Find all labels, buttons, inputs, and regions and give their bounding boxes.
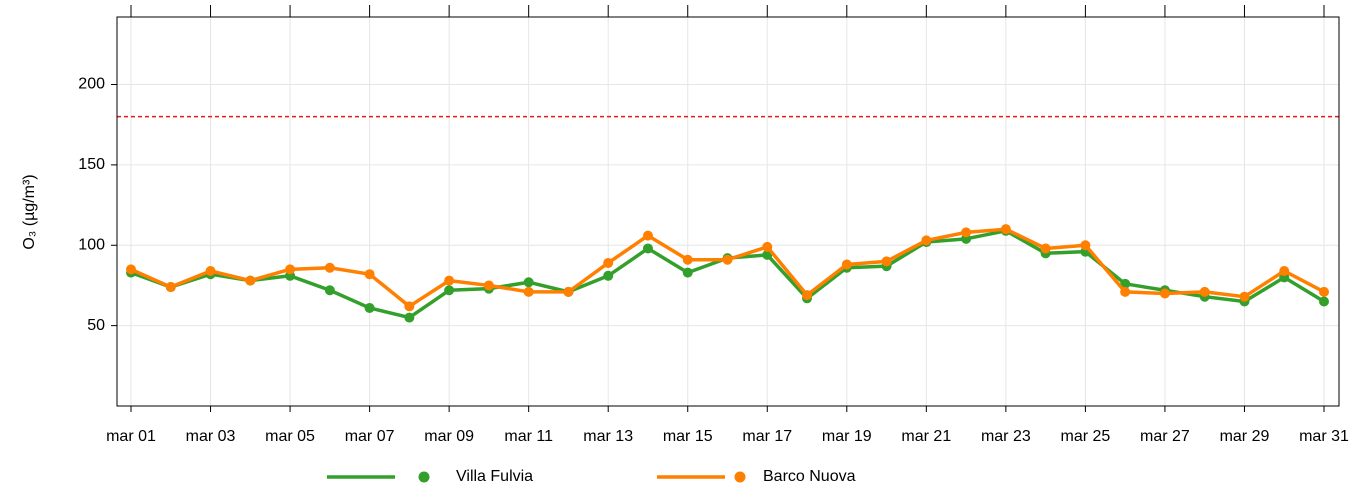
x-tick-label: mar 31	[1299, 428, 1349, 445]
data-point	[324, 262, 335, 273]
data-point	[245, 275, 256, 286]
data-point	[1120, 286, 1131, 297]
y-tick-label: 150	[78, 156, 105, 173]
data-point	[722, 254, 733, 265]
data-point	[603, 257, 614, 268]
data-point	[1199, 286, 1210, 297]
data-point	[205, 265, 216, 276]
data-point	[1040, 243, 1051, 254]
data-point	[1319, 296, 1329, 307]
data-point	[642, 230, 653, 241]
legend-label: Barco Nuova	[763, 468, 856, 485]
data-point	[841, 259, 852, 270]
data-point	[1159, 288, 1170, 299]
x-tick-label: mar 07	[345, 428, 395, 445]
data-point	[802, 290, 813, 301]
x-tick-label: mar 29	[1220, 428, 1270, 445]
data-point	[881, 256, 892, 267]
x-tick-label: mar 23	[981, 428, 1031, 445]
data-point	[1080, 240, 1091, 251]
data-point	[642, 243, 653, 254]
series-line	[130, 227, 1325, 309]
series-line	[130, 229, 1325, 320]
data-point	[324, 285, 335, 296]
x-tick-label: mar 21	[901, 428, 951, 445]
x-tick-label: mar 01	[106, 428, 156, 445]
y-tick-label: 100	[78, 236, 105, 253]
data-point	[444, 285, 455, 296]
data-point	[404, 301, 415, 312]
data-point	[126, 264, 136, 275]
x-tick-label: mar 17	[742, 428, 792, 445]
data-point	[961, 227, 972, 238]
x-tick-label: mar 25	[1061, 428, 1111, 445]
data-point	[563, 286, 574, 297]
data-point	[762, 241, 773, 252]
x-tick-label: mar 03	[186, 428, 236, 445]
x-tick-label: mar 27	[1140, 428, 1190, 445]
legend-dot	[734, 471, 746, 483]
data-point	[404, 312, 415, 323]
data-point	[165, 282, 176, 293]
y-axis-label: O₃ (µg/m³)	[21, 174, 38, 249]
data-point	[1319, 286, 1329, 297]
plot-frame	[116, 16, 1340, 407]
data-point	[921, 235, 932, 246]
data-point	[364, 302, 375, 313]
x-tick-label: mar 19	[822, 428, 872, 445]
data-point	[364, 269, 375, 280]
data-point	[603, 270, 614, 281]
data-point	[285, 264, 296, 275]
data-point	[682, 254, 693, 265]
data-point	[483, 280, 494, 291]
x-tick-label: mar 11	[504, 428, 553, 445]
data-point	[523, 286, 534, 297]
data-point	[444, 275, 455, 286]
legend-label: Villa Fulvia	[456, 468, 533, 485]
x-tick-label: mar 13	[583, 428, 633, 445]
data-point	[523, 277, 534, 288]
data-point	[1279, 265, 1290, 276]
data-point	[1239, 291, 1250, 302]
x-tick-label: mar 09	[424, 428, 474, 445]
data-point	[1000, 224, 1011, 235]
legend-dot	[418, 471, 430, 483]
x-tick-label: mar 05	[265, 428, 315, 445]
x-tick-label: mar 15	[663, 428, 713, 445]
y-tick-label: 200	[78, 76, 105, 93]
data-point	[682, 267, 693, 278]
y-tick-label: 50	[87, 317, 105, 334]
